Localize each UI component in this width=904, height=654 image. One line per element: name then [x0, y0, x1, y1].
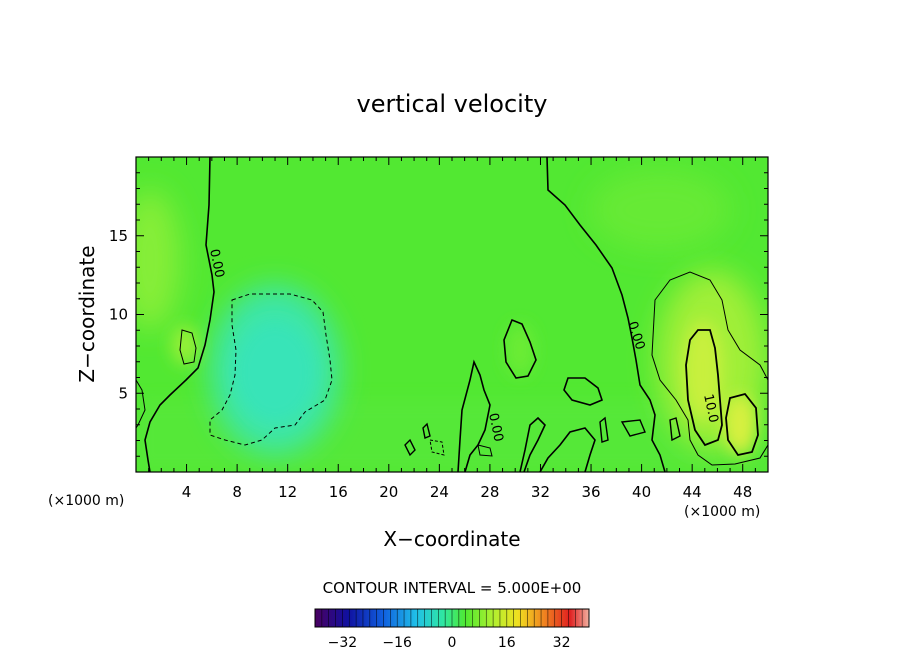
contour-zero-left	[144, 157, 215, 472]
chart-title: vertical velocity	[357, 90, 548, 118]
contour-lower-blip-3	[599, 416, 609, 443]
contour-label: 0.00	[206, 248, 227, 279]
updraft-left-edge	[136, 190, 180, 330]
updraft-left	[171, 325, 199, 365]
updraft-right-low	[724, 395, 756, 455]
contour-negative	[209, 293, 333, 446]
y-tick-label: 5	[118, 384, 128, 402]
contour-lower-blip-6	[429, 439, 445, 456]
updraft-right-mid	[683, 320, 723, 420]
colorbar-tick-label: −16	[382, 635, 412, 651]
colorbar-tick-label: 32	[553, 635, 571, 651]
colorbar-tick-label: −32	[328, 635, 358, 651]
x-tick-label: 8	[232, 483, 242, 501]
x-tick-label: 16	[329, 483, 348, 501]
x-axis-label: X−coordinate	[383, 527, 520, 551]
contour-lower-cluster-3	[539, 427, 596, 472]
y-tick-label: 15	[109, 227, 128, 245]
x-tick-label: 28	[480, 483, 499, 501]
x-tick-label: 20	[379, 483, 398, 501]
contour-left-edge	[136, 379, 146, 429]
contour-zero-right	[546, 157, 666, 472]
contour-lower-blip-2	[422, 422, 431, 439]
contour-lower-blip-4	[620, 419, 646, 437]
contour-center-right-blob	[563, 377, 603, 406]
colorbar-tick-label: 0	[448, 635, 457, 651]
x-tick-label: 24	[430, 483, 449, 501]
x-tick-label: 12	[278, 483, 297, 501]
contour-label: 10.0	[700, 393, 721, 424]
x-unit-left: (×1000 m)	[48, 493, 124, 509]
x-tick-label: 44	[683, 483, 702, 501]
contour-right-outer	[651, 271, 768, 466]
x-tick-label: 32	[531, 483, 550, 501]
colorbar-ticks: −32 −16 0 16 32	[321, 609, 583, 651]
x-tick-label: 40	[632, 483, 651, 501]
x-tick-label: 4	[182, 483, 192, 501]
y-axis-label: Z−coordinate	[75, 245, 99, 382]
contour-lower-blip-5	[669, 417, 681, 442]
contour-lower-blip-1	[404, 438, 416, 457]
x-unit-right: (×1000 m)	[684, 504, 760, 520]
x-tick-label: 36	[581, 483, 600, 501]
contour-lower-blip-7	[477, 444, 493, 457]
contour-interval-text: CONTOUR INTERVAL = 5.000E+00	[323, 579, 582, 597]
updraft-top-right	[590, 170, 730, 250]
contour-lines	[136, 157, 768, 472]
heatmap-field	[136, 157, 768, 472]
contour-lower-cluster	[457, 359, 491, 472]
contour-center-blob	[503, 318, 537, 379]
contour-label: 0.00	[485, 412, 506, 443]
colorbar: −32 −16 0 16 32	[314, 608, 590, 651]
x-tick-label: 48	[733, 483, 752, 501]
contour-labels: 0.00 0.00 0.00 10.0	[206, 248, 721, 443]
contour-lower-cluster-2	[519, 416, 546, 472]
contour-left-small	[179, 329, 197, 365]
y-tick-label: 10	[109, 306, 128, 324]
contour-ten-lower	[725, 392, 759, 457]
colorbar-tick-label: 16	[498, 635, 516, 651]
downdraft-core	[235, 322, 315, 422]
contour-ten-upper	[685, 329, 723, 447]
